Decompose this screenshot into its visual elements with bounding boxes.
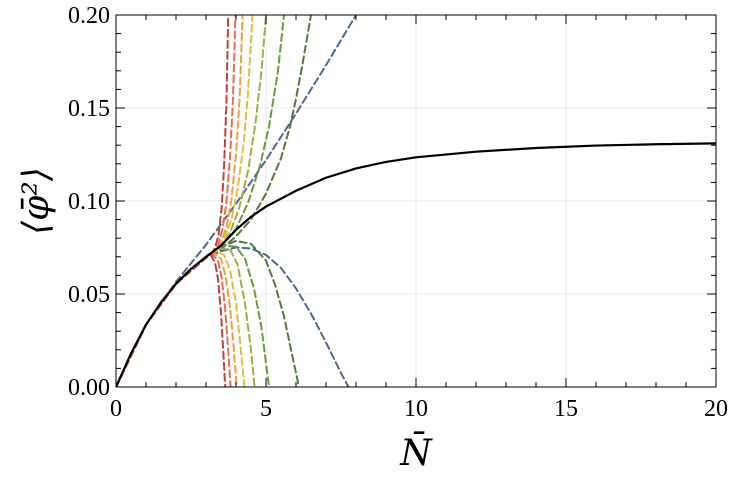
x-tick-label: 0	[110, 396, 122, 422]
y-tick-label: 0.10	[68, 189, 110, 215]
series-line-dashed-4	[116, 239, 300, 387]
tick-labels: 0 5 10 15 20 0.00 0.05 0.10 0.15 0.20	[68, 3, 728, 422]
ticks	[115, 14, 717, 388]
series-layer	[116, 15, 716, 387]
y-tick-label: 0.15	[68, 96, 110, 122]
x-axis-label: N̄	[399, 431, 433, 474]
x-tick-label: 10	[404, 396, 428, 422]
series-line-dashed-1	[116, 15, 357, 387]
series-line-dashed-12	[116, 252, 238, 387]
y-axis-label: ⟨φ̄²⟩	[16, 167, 57, 235]
y-tick-label: 0.05	[68, 282, 110, 308]
series-line-dashed-16	[116, 253, 227, 387]
y-tick-label: 0.20	[68, 3, 110, 29]
x-tick-label: 5	[260, 396, 272, 422]
grid	[116, 15, 716, 387]
series-line-dashed-14	[116, 253, 232, 387]
series-line-dashed-3	[116, 15, 312, 387]
y-tick-label: 0.00	[68, 375, 110, 401]
series-line-solid	[116, 142, 716, 387]
x-tick-label: 20	[704, 396, 728, 422]
x-tick-label: 15	[554, 396, 578, 422]
